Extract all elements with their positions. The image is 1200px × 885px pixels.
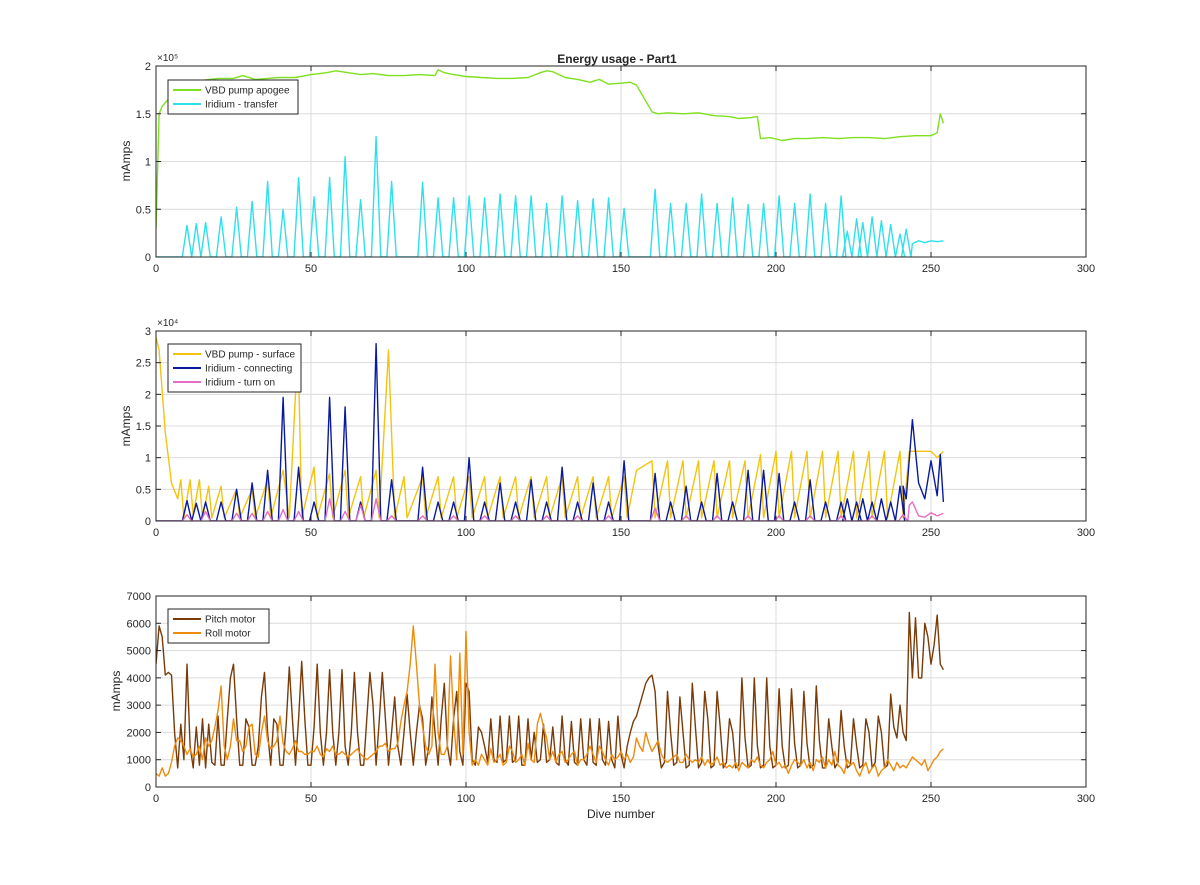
y-tick-label: 0: [145, 516, 151, 528]
y-tick-label: 6000: [127, 618, 151, 630]
y-tick-label: 3000: [127, 700, 151, 712]
y-tick-label: 2: [145, 389, 151, 401]
series-line-vbd-pump-surface: [156, 337, 944, 519]
x-tick-label: 50: [305, 527, 317, 539]
legend: VBD pump apogee Iridium - transfer: [167, 79, 299, 115]
x-tick-label: 200: [767, 263, 785, 275]
x-tick-label: 150: [612, 263, 630, 275]
series-line-vbd-pump-apogee: [156, 69, 945, 229]
x-tick-label: 100: [457, 527, 475, 539]
y-exponent-label: ×10⁴: [157, 318, 178, 329]
y-tick-label: 0.5: [136, 204, 151, 216]
series-line-iridium-connecting: [156, 343, 945, 521]
y-tick-label: 4000: [127, 673, 151, 685]
chart-bottom: mAmps Dive number 0 50 100 150 200 250 3000100…: [109, 591, 1095, 821]
y-tick-label: 1000: [127, 755, 151, 767]
legend-label: VBD pump apogee: [205, 86, 290, 97]
legend: Pitch motor Roll motor: [167, 608, 270, 644]
y-axis-label: mAmps: [119, 141, 133, 182]
y-tick-label: 1: [145, 453, 151, 465]
y-tick-label: 0.5: [136, 484, 151, 496]
x-tick-label: 250: [922, 263, 940, 275]
chart-title: Energy usage - Part1: [557, 52, 677, 66]
legend-label: Iridium - transfer: [205, 100, 278, 111]
x-tick-label: 300: [1077, 793, 1095, 805]
y-tick-label: 7000: [127, 591, 151, 603]
chart-middle: ×10⁴ mAmps 0 50 100 150 200 250 300 0 0.5 1 1.5 2 2.…: [119, 318, 1095, 539]
legend-label: Roll motor: [205, 629, 251, 640]
x-tick-label: 0: [153, 263, 159, 275]
series-line-iridium-transfer: [156, 136, 944, 257]
y-tick-label: 1: [145, 157, 151, 169]
y-tick-label: 3: [145, 326, 151, 338]
x-axis-label: Dive number: [587, 807, 655, 821]
legend: VBD pump - surface Iridium - connecting Ir…: [167, 343, 302, 393]
x-tick-label: 50: [305, 263, 317, 275]
x-tick-label: 200: [767, 527, 785, 539]
chart-top: Energy usage - Part1 ×10⁵ mAmps 0 50 100 15…: [119, 52, 1095, 275]
y-tick-label: 0: [145, 782, 151, 794]
x-tick-label: 250: [922, 793, 940, 805]
y-tick-label: 0: [145, 252, 151, 264]
series-line-roll-motor: [156, 625, 944, 777]
legend-label: Pitch motor: [205, 615, 256, 626]
y-tick-label: 2: [145, 61, 151, 73]
x-tick-label: 0: [153, 793, 159, 805]
legend-label: Iridium - turn on: [205, 378, 275, 389]
x-tick-label: 300: [1077, 527, 1095, 539]
y-axis-label: mAmps: [109, 671, 123, 712]
y-axis-label: mAmps: [119, 406, 133, 447]
x-tick-label: 100: [457, 263, 475, 275]
y-tick-label: 1.5: [136, 109, 151, 121]
x-tick-label: 250: [922, 527, 940, 539]
legend-label: Iridium - connecting: [205, 364, 292, 375]
x-tick-label: 100: [457, 793, 475, 805]
y-tick-label: 2000: [127, 727, 151, 739]
y-exponent-label: ×10⁵: [157, 53, 178, 64]
x-tick-label: 150: [612, 793, 630, 805]
x-tick-label: 0: [153, 527, 159, 539]
legend-box: [167, 79, 299, 115]
y-tick-label: 2.5: [136, 358, 151, 370]
x-tick-label: 50: [305, 793, 317, 805]
x-tick-label: 300: [1077, 263, 1095, 275]
y-tick-label: 5000: [127, 646, 151, 658]
legend-label: VBD pump - surface: [205, 350, 295, 361]
x-tick-label: 200: [767, 793, 785, 805]
y-tick-label: 1.5: [136, 421, 151, 433]
legend-box: [167, 608, 270, 644]
x-tick-label: 150: [612, 527, 630, 539]
